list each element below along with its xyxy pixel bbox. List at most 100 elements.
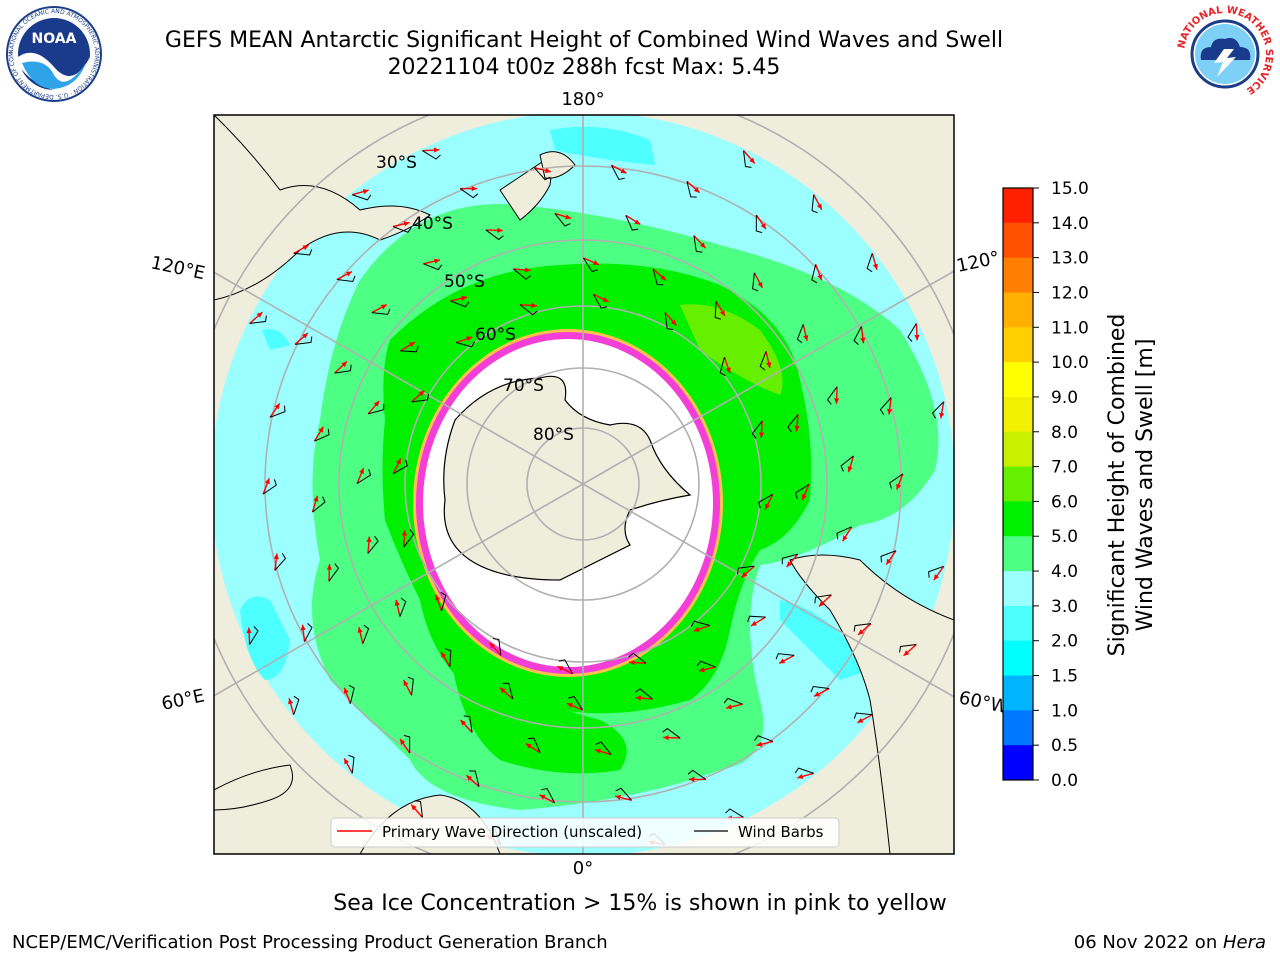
wind-barb — [554, 213, 571, 227]
wind-barb — [534, 167, 551, 181]
wind-barb — [423, 263, 443, 271]
colorbar-tick-label: 0.5 — [1051, 736, 1078, 756]
wave-arrow-head — [524, 267, 531, 273]
colorbar-segment — [1003, 571, 1033, 607]
wind-barb — [592, 294, 608, 309]
wave-arrow-head — [629, 659, 635, 666]
wind-barb — [747, 615, 766, 623]
wave-arrow-head — [288, 698, 294, 705]
lat-label-80s: 80°S — [533, 425, 574, 445]
wind-barb — [840, 455, 854, 472]
colorbar-tick-label: 13.0 — [1051, 249, 1089, 269]
wave-arrow-head — [326, 564, 332, 570]
wave-arrow-head — [803, 335, 809, 341]
wave-arrow-head — [400, 738, 406, 745]
wind-barb — [371, 308, 391, 315]
svg-text:NOAA: NOAA — [32, 31, 77, 47]
chart-subtitle: 20221104 t00z 288h fcst Max: 5.45 — [387, 55, 781, 80]
wave-arrow-head — [435, 594, 441, 601]
wave-arrow-head — [471, 185, 478, 192]
colorbar-segment — [1003, 257, 1033, 293]
legend-label-wind: Wind Barbs — [738, 823, 824, 841]
wave-arrow-head — [246, 627, 252, 634]
wind-barb — [403, 734, 411, 753]
wave-arrow-head — [403, 221, 410, 227]
wind-barb — [899, 644, 917, 653]
wave-arrow-head — [741, 571, 748, 578]
wind-barb — [403, 529, 415, 548]
wind-barb — [336, 275, 356, 282]
colorbar-tick-label: 5.0 — [1051, 527, 1078, 547]
nws-logo-icon: NATIONAL WEATHER SERVICE — [1176, 5, 1274, 101]
lat-label-30s: 30°S — [376, 153, 417, 173]
colorbar-segment — [1003, 327, 1033, 363]
wave-arrow-head — [401, 530, 408, 536]
wave-arrow-head — [525, 743, 532, 749]
map-frame — [213, 114, 955, 855]
wave-arrow-head — [903, 650, 910, 656]
wave-arrow-head — [887, 408, 893, 415]
wave-arrow-head — [434, 258, 440, 264]
legend-label-wave: Primary Wave Direction (unscaled) — [382, 823, 642, 841]
wave-arrow-head — [341, 361, 348, 368]
colorbar-segment — [1003, 605, 1033, 642]
wave-arrow-head — [359, 467, 364, 474]
lon-label-0: 0° — [573, 858, 593, 879]
wave-arrow-head — [411, 804, 417, 811]
lat-label-70s: 70°S — [503, 376, 544, 396]
wave-arrow-head — [914, 334, 920, 341]
wind-barb — [787, 414, 799, 433]
wave-arrow-head — [794, 425, 800, 432]
wave-arrow-head — [693, 626, 700, 632]
wind-barb — [693, 235, 703, 253]
wave-arrow-head — [539, 794, 546, 800]
wind-barb — [752, 272, 759, 292]
wind-barb — [568, 695, 584, 711]
footer-host: Hera — [1222, 932, 1266, 953]
wind-barb — [269, 405, 286, 418]
wind-barb — [399, 597, 407, 617]
wind-barb — [628, 652, 647, 664]
wind-barb — [853, 326, 862, 346]
ocean-patch — [262, 329, 290, 350]
wave-arrow-head — [817, 274, 823, 281]
wind-barb — [527, 737, 541, 753]
wind-barb — [811, 264, 818, 284]
wind-barb — [794, 483, 810, 499]
lon-label-120w: 120° — [955, 247, 1002, 277]
wave-arrow-head — [461, 295, 468, 301]
wave-arrow-head — [620, 168, 627, 174]
wave-arrow-head — [757, 281, 763, 288]
wave-arrow-head — [345, 271, 352, 277]
wind-barb — [444, 648, 452, 667]
wave-arrow-head — [273, 553, 279, 560]
wind-barb — [755, 215, 763, 234]
wave-arrow-head — [860, 337, 866, 344]
wave-arrow-head — [663, 735, 669, 741]
wave-arrow-head — [318, 426, 324, 433]
wind-barb — [853, 712, 873, 719]
wave-arrow-head — [698, 667, 705, 673]
noaa-logo-icon: NOAA NATIONAL OCEANIC AND ATMOSPHERIC AD… — [5, 5, 102, 102]
lon-label-180: 180° — [561, 89, 604, 110]
wind-barb — [519, 304, 538, 316]
wave-arrow-head — [433, 147, 440, 153]
wave-arrow-head — [602, 297, 609, 302]
wind-barb — [826, 386, 838, 405]
wind-barb — [810, 686, 830, 693]
wind-barb — [595, 741, 612, 755]
wind-barb — [334, 364, 352, 374]
colorbar-tick-label: 10.0 — [1051, 353, 1089, 373]
colorbar-tick-label: 2.0 — [1051, 632, 1078, 652]
wave-arrow-head — [858, 629, 864, 635]
wind-barb — [450, 300, 470, 308]
wave-arrow-head — [751, 620, 758, 626]
wave-arrow-head — [466, 336, 473, 342]
colorbar-segment — [1003, 188, 1033, 224]
wind-barb — [352, 194, 372, 201]
wave-direction-arrows — [246, 147, 945, 846]
wind-barb — [400, 345, 419, 353]
wind-barb — [696, 660, 716, 668]
colorbar-tick-label: 1.5 — [1051, 667, 1078, 687]
colorbar-segment — [1003, 745, 1033, 781]
